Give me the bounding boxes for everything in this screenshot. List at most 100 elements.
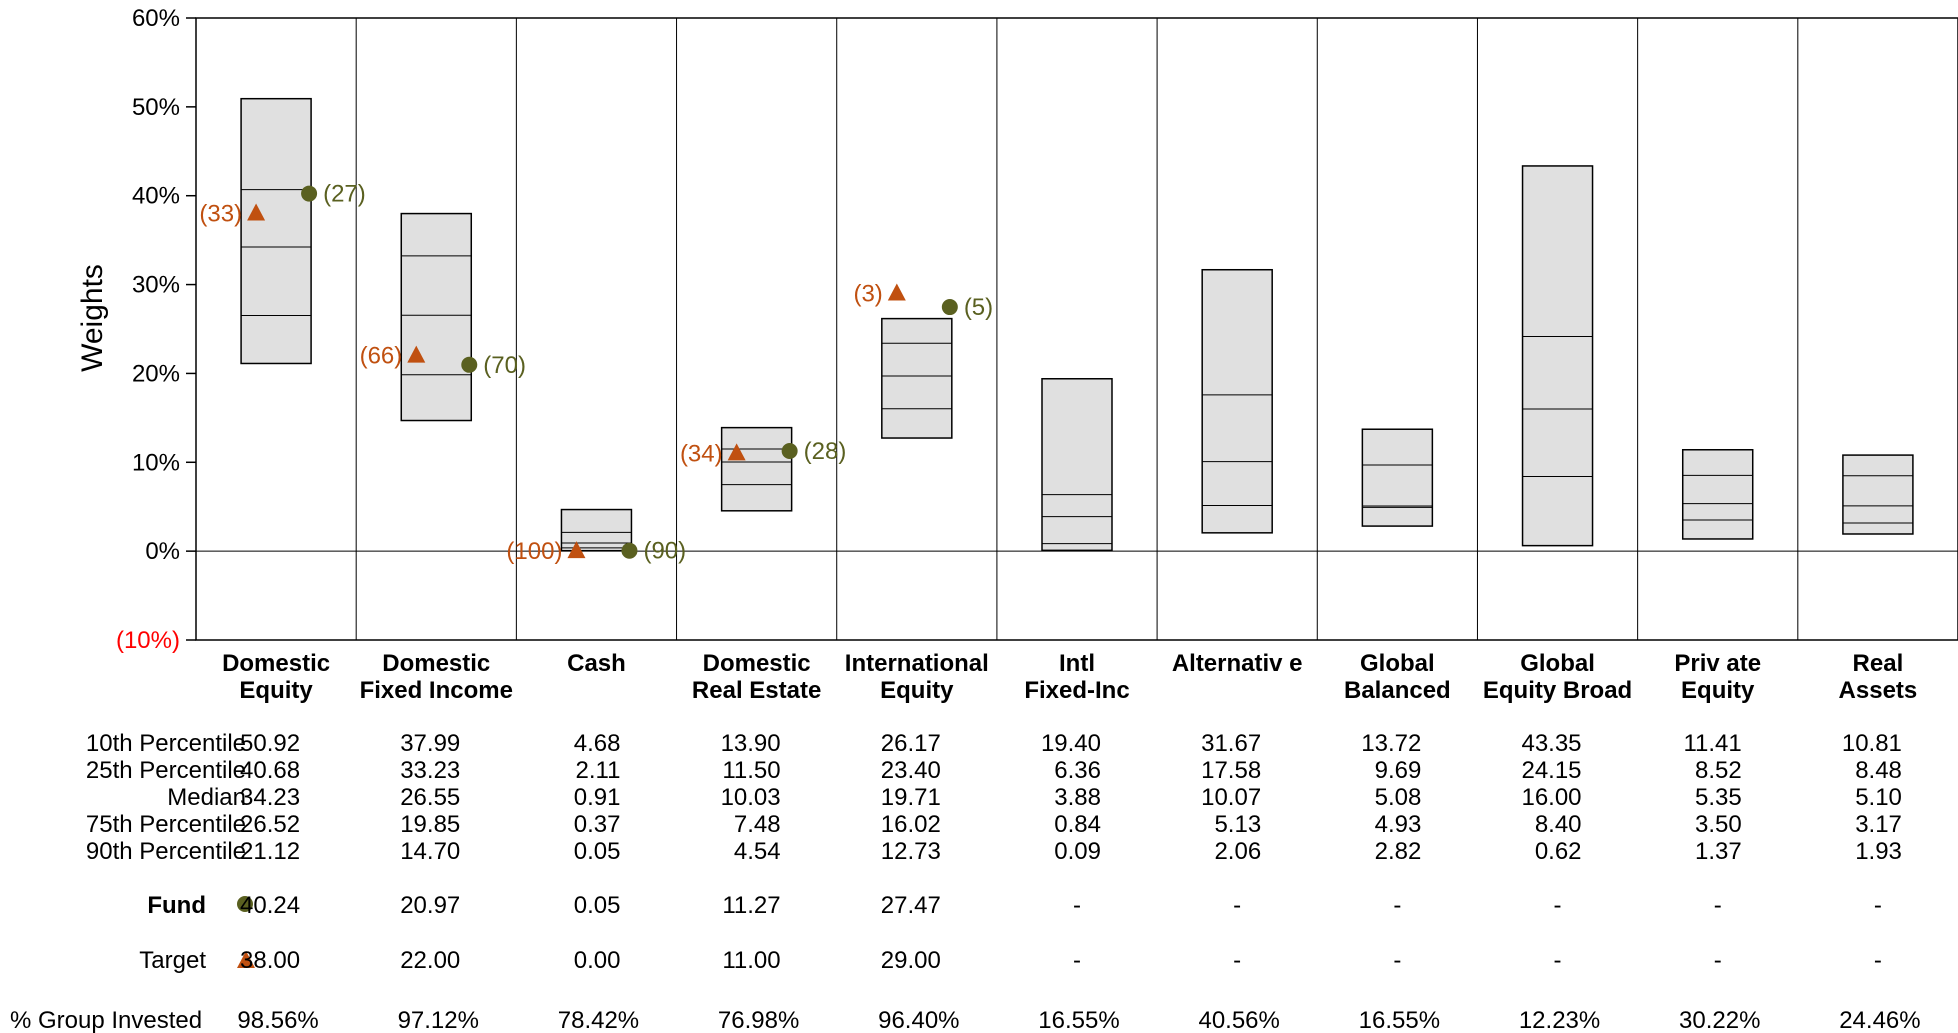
table-cell: 3.88 <box>1054 784 1101 811</box>
table-cell: 2.82 <box>1375 838 1422 865</box>
table-cell: 8.40 <box>1535 811 1582 838</box>
category-label: Intl <box>1059 650 1095 677</box>
target-cell: - <box>1554 947 1562 974</box>
target-cell: 22.00 <box>400 947 460 974</box>
y-tick-label: (10%) <box>116 627 180 654</box>
fund-marker <box>301 185 318 202</box>
table-cell: 1.93 <box>1855 838 1902 865</box>
table-cell: 12.73 <box>881 838 941 865</box>
table-cell: 0.84 <box>1054 811 1101 838</box>
category-label: Fixed Income <box>360 677 513 704</box>
table-cell: 37.99 <box>400 730 460 757</box>
fund-marker <box>781 443 798 460</box>
table-cell: 5.10 <box>1855 784 1902 811</box>
fund-rank-label: (5) <box>964 294 993 321</box>
target-marker <box>887 283 906 301</box>
category-label: Domestic <box>222 650 330 677</box>
target-rank-label: (34) <box>680 440 723 467</box>
target-rank-label: (3) <box>853 280 882 307</box>
fund-legend-marker <box>237 896 253 912</box>
table-cell: 10.07 <box>1201 784 1261 811</box>
fund-cell: 11.27 <box>722 892 780 919</box>
table-cell: 16.02 <box>881 811 941 838</box>
target-marker <box>247 203 266 221</box>
group-invested-label: % Group Invested <box>10 1007 202 1033</box>
percentile-box <box>1041 378 1113 552</box>
fund-rank-label: (27) <box>323 181 366 208</box>
table-cell: 3.50 <box>1695 811 1742 838</box>
table-cell: 2.11 <box>576 757 621 784</box>
percentile-box <box>400 212 473 422</box>
table-cell: 8.48 <box>1855 757 1902 784</box>
group-invested-cell: 76.98% <box>718 1007 799 1033</box>
table-cell: 2.06 <box>1214 838 1261 865</box>
row-label: Median <box>167 784 246 811</box>
target-cell: - <box>1714 947 1722 974</box>
table-cell: 5.35 <box>1695 784 1742 811</box>
fund-cell: - <box>1393 892 1401 919</box>
group-invested-cell: 12.23% <box>1519 1007 1600 1033</box>
category-label: Real <box>1853 650 1904 677</box>
target-cell: 11.00 <box>722 947 780 974</box>
table-cell: 5.08 <box>1375 784 1422 811</box>
group-invested-cell: 96.40% <box>878 1007 959 1033</box>
percentile-box <box>1201 268 1273 534</box>
fund-marker <box>941 299 958 316</box>
table-cell: 19.71 <box>881 784 941 811</box>
table-cell: 34.23 <box>240 784 300 811</box>
table-cell: 24.15 <box>1521 757 1581 784</box>
target-cell: 38.00 <box>240 947 300 974</box>
target-marker <box>727 443 746 461</box>
group-invested-cell: 98.56% <box>237 1007 318 1033</box>
target-cell: 0.00 <box>574 947 621 974</box>
fund-cell: - <box>1233 892 1241 919</box>
table-cell: 10.03 <box>721 784 781 811</box>
table-cell: 9.69 <box>1375 757 1422 784</box>
y-tick-label: 40% <box>132 183 180 210</box>
target-cell: - <box>1393 947 1401 974</box>
table-cell: 23.40 <box>881 757 941 784</box>
plot-area: 60% 50% 40% 30% 20% 10% 0% (10%) (33) (27) (66) (70… <box>116 5 1958 654</box>
fund-cell: 40.24 <box>240 892 300 919</box>
category-label: Cash <box>567 650 626 677</box>
table-cell: 11.41 <box>1683 730 1741 757</box>
percentile-box <box>560 508 633 552</box>
category-label: Equity <box>1681 677 1755 704</box>
table-cell: 0.05 <box>574 838 621 865</box>
y-axis-title: Weights <box>76 264 109 372</box>
group-invested-cell: 16.55% <box>1038 1007 1119 1033</box>
table-cell: 26.17 <box>881 730 941 757</box>
table-cell: 16.00 <box>1521 784 1581 811</box>
table-cell: 5.13 <box>1214 811 1261 838</box>
table-cell: 1.37 <box>1695 838 1742 865</box>
category-label: Real Estate <box>692 677 821 704</box>
row-label: 25th Percentile <box>86 757 246 784</box>
table-cell: 13.72 <box>1361 730 1421 757</box>
plot-frame <box>195 17 1958 641</box>
table-cell: 0.09 <box>1054 838 1101 865</box>
category-label: International <box>845 650 989 677</box>
row-label: 90th Percentile <box>86 838 246 865</box>
table-cell: 4.68 <box>574 730 621 757</box>
group-invested-cell: 97.12% <box>398 1007 479 1033</box>
category-label: Alternativ e <box>1172 650 1303 677</box>
target-marker <box>407 345 426 363</box>
table-cell: 0.37 <box>574 811 621 838</box>
category-label: Fixed-Inc <box>1024 677 1129 704</box>
fund-rank-label: (90) <box>643 538 686 565</box>
category-label: Priv ate <box>1674 650 1761 677</box>
target-cell: - <box>1233 947 1241 974</box>
target-cell: 29.00 <box>881 947 941 974</box>
group-invested-cell: 78.42% <box>558 1007 639 1033</box>
table-cell: 26.55 <box>400 784 460 811</box>
table-cell: 6.36 <box>1054 757 1101 784</box>
fund-rank-label: (28) <box>804 438 847 465</box>
y-tick-label: 10% <box>132 449 180 476</box>
target-rank-label: (100) <box>506 538 562 565</box>
group-invested-cell: 24.46% <box>1839 1007 1920 1033</box>
target-cell: - <box>1073 947 1081 974</box>
category-label: Assets <box>1839 677 1918 704</box>
target-rank-label: (33) <box>199 200 242 227</box>
table-cell: 31.67 <box>1201 730 1261 757</box>
